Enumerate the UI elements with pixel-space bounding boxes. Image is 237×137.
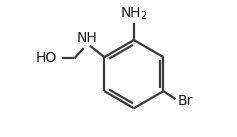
Text: Br: Br bbox=[178, 94, 193, 108]
Text: HO: HO bbox=[36, 51, 57, 65]
Text: NH$_2$: NH$_2$ bbox=[120, 6, 148, 22]
Text: NH: NH bbox=[77, 32, 97, 45]
